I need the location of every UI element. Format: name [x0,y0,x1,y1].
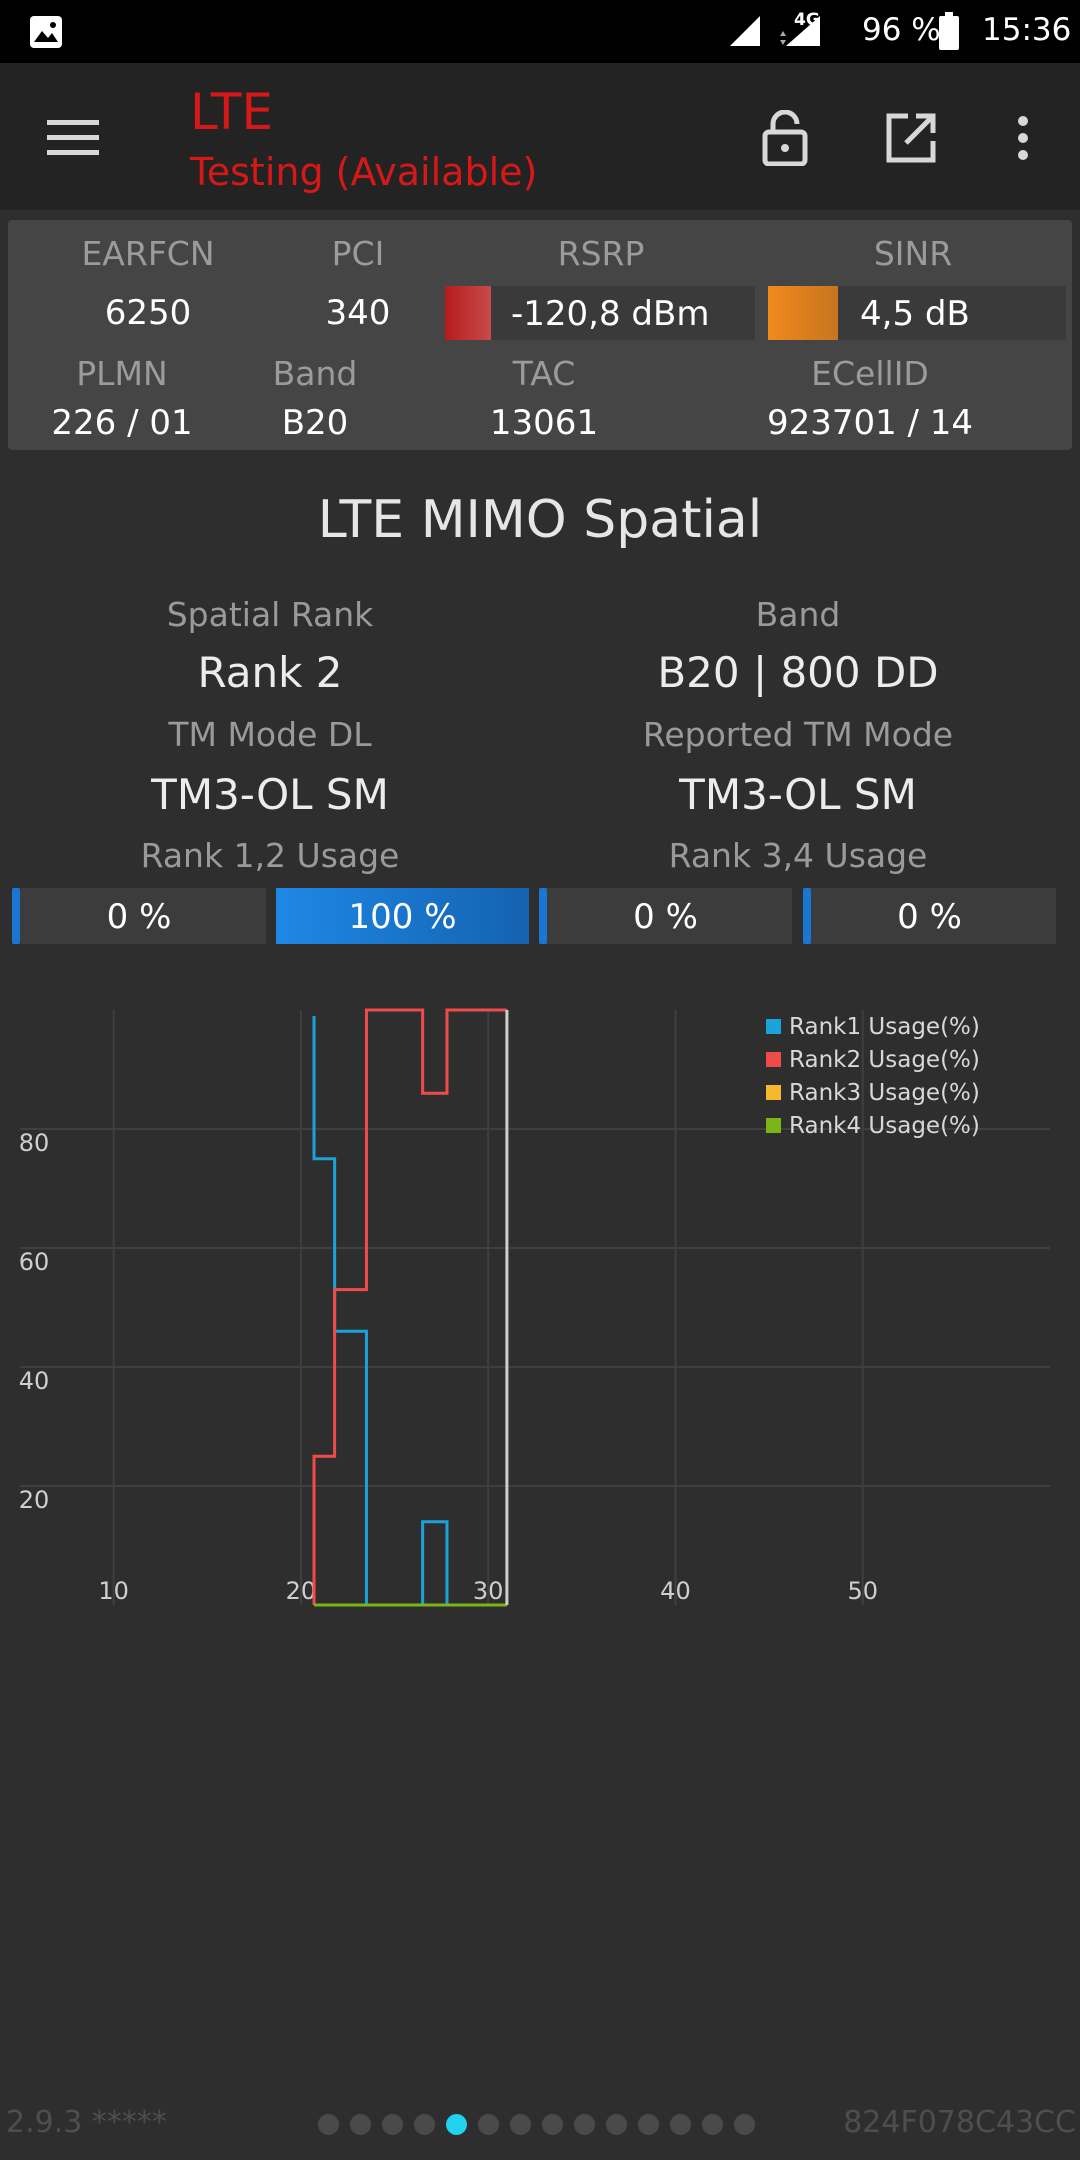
y-tick-label: 20 [19,1486,50,1514]
legend-swatch [766,1019,781,1034]
image-notification-icon [30,16,62,48]
signal-4g-icon [780,16,820,46]
cell-info-panel: EARFCN PCI RSRP SINR 6250 340 -120,8 dBm… [8,220,1072,450]
legend-swatch [766,1052,781,1067]
legend-label: Rank1 Usage(%) [789,1014,980,1040]
page-dot[interactable] [510,2114,531,2135]
tm-mode-dl-label: TM Mode DL [168,715,372,754]
rsrp-level-swatch [445,286,491,340]
rank4-usage-bar: 0 % [803,888,1056,944]
x-tick-label: 50 [847,1577,878,1605]
rank12-usage-label: Rank 1,2 Usage [140,836,400,875]
x-tick-label: 30 [473,1577,504,1605]
sinr-label: SINR [873,234,953,273]
page-dot[interactable] [382,2114,403,2135]
band-label: Band [272,354,358,393]
rsrp-value: -120,8 dBm [511,294,710,334]
y-tick-label: 60 [19,1248,50,1276]
band-value-spatial: B20 | 800 DD [657,648,939,697]
x-tick-label: 40 [660,1577,691,1605]
page-indicator[interactable] [318,2114,755,2135]
earfcn-value: 6250 [104,293,192,333]
page-dot[interactable] [606,2114,627,2135]
rsrp-meter: -120,8 dBm [445,286,755,340]
rank2-usage-value: 100 % [348,897,457,937]
tac-label: TAC [512,354,576,393]
app-subtitle: Testing (Available) [190,150,538,194]
legend-label: Rank3 Usage(%) [789,1080,980,1106]
spatial-rank-label: Spatial Rank [166,595,374,634]
rank3-usage-edge [539,888,547,944]
pci-label: PCI [331,234,385,273]
sinr-meter: 4,5 dB [768,286,1066,340]
plmn-value: 226 / 01 [51,403,193,443]
series-line-rank1 [312,1015,507,1607]
band-value: B20 [281,403,349,443]
band-label-spatial: Band [755,595,841,634]
lock-button[interactable] [750,103,820,173]
menu-button[interactable] [38,103,108,173]
tac-value: 13061 [489,403,599,443]
page-dot[interactable] [734,2114,755,2135]
legend-label: Rank2 Usage(%) [789,1047,980,1073]
section-title: LTE MIMO Spatial [317,490,763,550]
open-external-icon [886,113,936,163]
plmn-label: PLMN [76,354,168,393]
sinr-level-swatch [768,286,838,340]
app-title: LTE [190,83,274,141]
reported-tm-label: Reported TM Mode [642,715,954,754]
page-dot[interactable] [542,2114,563,2135]
rank4-usage-edge [803,888,811,944]
menu-icon [47,120,99,155]
device-id: 824F078C43CC [843,2105,1076,2140]
ecellid-label: ECellID [811,354,929,393]
rank1-usage-value: 0 % [106,897,172,937]
rank1-usage-bar: 0 % [12,888,266,944]
page-dot[interactable] [318,2114,339,2135]
battery-icon [939,12,959,50]
rank2-usage-bar: 100 % [276,888,529,944]
series-line-rank2 [312,1008,507,1605]
status-bar: 4G 96 % 15:36 [0,0,1080,63]
ecellid-value: 923701 / 14 [766,403,974,443]
rank3-usage-value: 0 % [633,897,698,937]
rank3-usage-bar: 0 % [539,888,792,944]
unlock-icon [762,110,808,166]
reported-tm-value: TM3-OL SM [679,770,917,819]
battery-percent: 96 % [862,12,941,48]
page-dot[interactable] [350,2114,371,2135]
legend-label: Rank4 Usage(%) [789,1113,980,1139]
app-version: 2.9.3 ***** [6,2105,167,2140]
tm-mode-dl-value: TM3-OL SM [151,770,389,819]
rank34-usage-label: Rank 3,4 Usage [668,836,928,875]
more-options-button[interactable] [988,103,1058,173]
spatial-rank-value: Rank 2 [197,648,343,697]
y-tick-label: 40 [19,1367,50,1395]
more-vert-icon [1018,116,1028,160]
legend-swatch [766,1118,781,1133]
page-dot[interactable] [478,2114,499,2135]
x-tick-label: 20 [286,1577,317,1605]
page-dot[interactable] [702,2114,723,2135]
page-dot[interactable] [574,2114,595,2135]
rank1-usage-edge [12,888,20,944]
sinr-value: 4,5 dB [860,294,970,334]
app-bar: LTE Testing (Available) [0,63,1080,210]
earfcn-label: EARFCN [81,234,215,273]
rank-usage-chart: 10 20 30 40 50 20 40 60 80 Rank1 Usage(%) Rank2 Us… [19,1008,1050,1607]
rank4-usage-value: 0 % [897,897,962,937]
signal-icon [730,16,760,46]
x-tick-label: 10 [98,1577,129,1605]
page-dot[interactable] [670,2114,691,2135]
page-dot[interactable] [414,2114,435,2135]
legend-swatch [766,1085,781,1100]
pci-value: 340 [325,293,391,333]
page-dot[interactable] [446,2114,467,2135]
y-tick-label: 80 [19,1129,50,1157]
page-dot[interactable] [638,2114,659,2135]
rsrp-label: RSRP [557,234,645,273]
open-external-button[interactable] [876,103,946,173]
clock: 15:36 [982,12,1072,48]
